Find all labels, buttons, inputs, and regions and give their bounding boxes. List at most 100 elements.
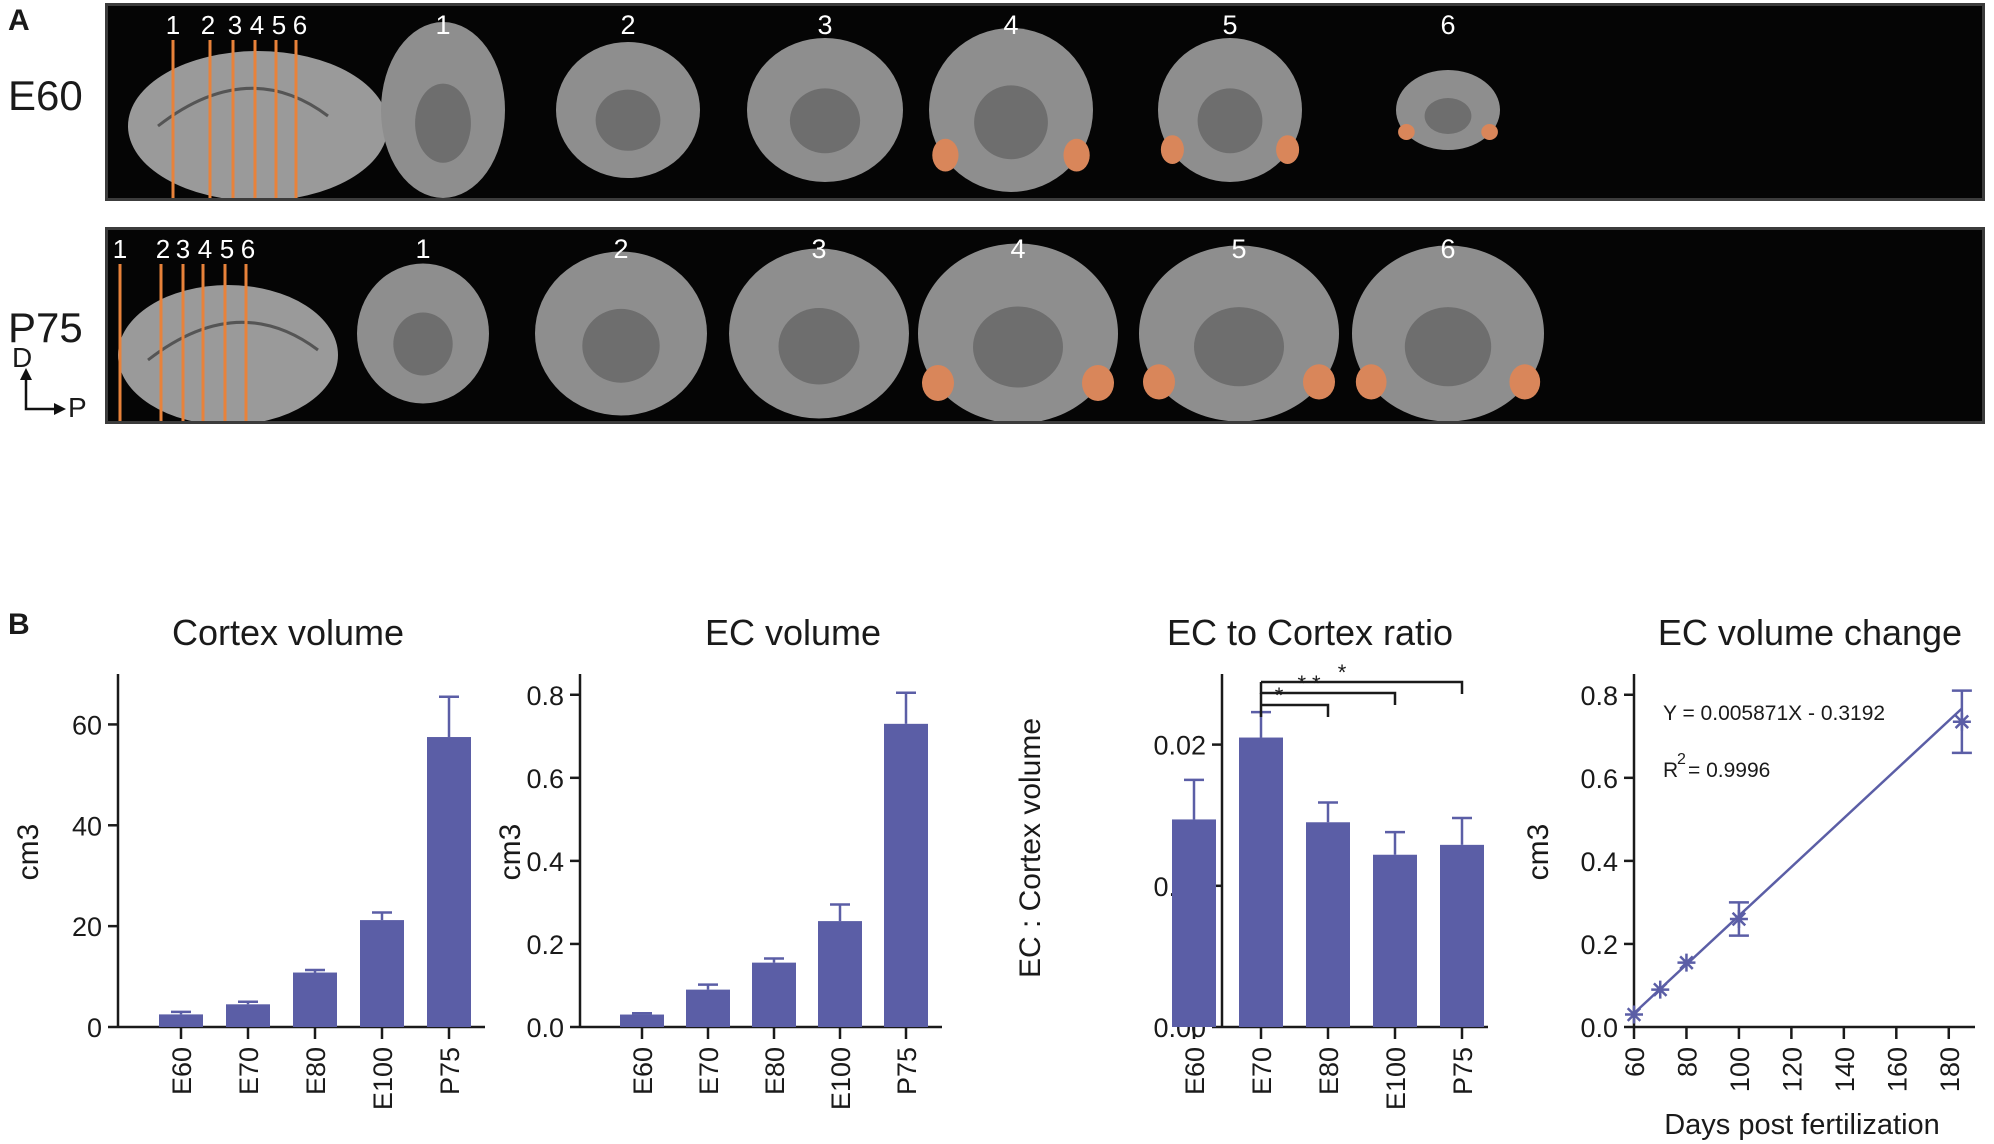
- e60-sagittal-section: [128, 51, 388, 201]
- chart-3-bar-e60: [1172, 819, 1216, 1027]
- e60-sagittal-contour: [157, 86, 329, 128]
- chart-3-bar-e100: [1373, 854, 1417, 1027]
- chart-3-ylabel: EC : Cortex volume: [1014, 718, 1047, 978]
- orientation-arrows-icon: [20, 368, 66, 415]
- p75-section-label-6: 6: [1440, 234, 1455, 264]
- e60-section-core-6: [1424, 98, 1472, 134]
- chart-4-xtick-label-4: 140: [1830, 1047, 1860, 1092]
- chart-4-point-4: [1952, 712, 1971, 731]
- e60-ec-left-4: [932, 138, 959, 172]
- p75-section-label-4: 4: [1010, 234, 1025, 264]
- e60-section-label-6: 6: [1440, 10, 1455, 40]
- chart-1-xtick-label-e60: E60: [167, 1047, 197, 1095]
- chart-2-bar-e70: [686, 989, 730, 1027]
- p75-cut-label-5: 5: [220, 234, 234, 264]
- chart-3-bar-p75: [1440, 844, 1484, 1027]
- chart-1-ytick-label-3: 60: [72, 710, 102, 740]
- chart-3-bar-e70: [1239, 737, 1283, 1027]
- e60-cut-label-6: 6: [293, 10, 307, 40]
- orientation-indicator: D P: [8, 340, 103, 425]
- chart-4-ytick-label-2: 0.4: [1580, 847, 1618, 877]
- p75-sagittal-contour: [147, 320, 319, 362]
- chart-3-xtick-label-e100: E100: [1381, 1047, 1411, 1110]
- chart-4-xtick-label-6: 180: [1935, 1047, 1965, 1092]
- p75-cut-label-4: 4: [198, 234, 212, 264]
- chart-1-bar-e70: [226, 1004, 270, 1027]
- e60-cut-label-4: 4: [250, 10, 264, 40]
- chart-4-point-0: [1625, 1005, 1643, 1024]
- panel-b-letter: B: [8, 608, 30, 641]
- p75-ec-left-6: [1355, 364, 1387, 400]
- chart-3-ytick-label-2: 0.02: [1153, 731, 1206, 761]
- chart-2-title: EC volume: [705, 612, 881, 653]
- chart-4-ytick-label-4: 0.8: [1580, 681, 1618, 711]
- chart-2-bar-e80: [752, 962, 796, 1027]
- chart-4-equation: Y = 0.005871X - 0.3192: [1663, 702, 1885, 725]
- chart-1-xtick-label-p75: P75: [435, 1047, 465, 1095]
- chart-1-ytick-label-1: 20: [72, 912, 102, 942]
- p75-section-core-1: [393, 312, 453, 376]
- chart-2-ytick-label-4: 0.8: [526, 681, 564, 711]
- e60-ec-left-6: [1398, 124, 1415, 140]
- chart-2-ytick-label-0: 0.0: [526, 1013, 564, 1043]
- p75-section-core-3: [778, 308, 860, 385]
- e60-section-core-1: [415, 83, 471, 163]
- chart-3-xtick-label-e60: E60: [1180, 1047, 1210, 1095]
- e60-ec-right-5: [1276, 135, 1300, 165]
- chart-1-xtick-label-e80: E80: [301, 1047, 331, 1095]
- chart-1-xtick-label-e70: E70: [234, 1047, 264, 1095]
- p75-section-label-5: 5: [1231, 234, 1246, 264]
- p75-cut-label-3: 3: [176, 234, 190, 264]
- chart-2-ytick-label-2: 0.4: [526, 847, 564, 877]
- chart-3-sig-bracket-e80: [1261, 703, 1330, 717]
- p75-section-label-2: 2: [613, 234, 628, 264]
- e60-section-label-5: 5: [1222, 10, 1237, 40]
- p75-sagittal-section: [118, 285, 338, 425]
- chart-1-bar-e60: [159, 1014, 203, 1027]
- p75-ec-right-5: [1303, 364, 1335, 400]
- e60-section-label-2: 2: [620, 10, 635, 40]
- e60-cut-label-1: 1: [166, 10, 180, 40]
- p75-cut-label-1: 1: [113, 234, 127, 264]
- chart-2-xtick-label-e70: E70: [694, 1047, 724, 1095]
- chart-1-title: Cortex volume: [172, 612, 404, 653]
- chart-4-ylabel: cm3: [1522, 824, 1555, 881]
- e60-cut-label-3: 3: [228, 10, 242, 40]
- p75-ec-left-4: [922, 365, 954, 401]
- p75-cut-label-6: 6: [241, 234, 255, 264]
- chart-4-xlabel: Days post fertilization: [1664, 1109, 1940, 1141]
- e60-ec-right-4: [1063, 138, 1090, 172]
- chart-2-xtick-label-e60: E60: [628, 1047, 658, 1095]
- e60-section-core-4: [974, 85, 1048, 160]
- p75-section-core-2: [582, 308, 660, 383]
- p75-ec-right-6: [1509, 364, 1541, 400]
- chart-4-point-1: [1651, 980, 1670, 999]
- chart-3-sig-bracket-e100: [1261, 691, 1397, 705]
- chart-1-xtick-label-e100: E100: [368, 1047, 398, 1110]
- chart-4-point-2: [1677, 953, 1696, 972]
- posterior-label: P: [68, 392, 87, 423]
- chart-2-bar-e60: [620, 1014, 664, 1027]
- chart-2-ytick-label-3: 0.6: [526, 764, 564, 794]
- chart-2-xtick-label-e80: E80: [760, 1047, 790, 1095]
- e60-ec-right-6: [1481, 124, 1498, 140]
- chart-1-ylabel: cm3: [12, 824, 45, 881]
- chart-4-title: EC volume change: [1658, 612, 1962, 653]
- p75-section-label-3: 3: [811, 234, 826, 264]
- chart-4-ytick-label-3: 0.6: [1580, 764, 1618, 794]
- chart-2-xtick-label-p75: P75: [892, 1047, 922, 1095]
- e60-section-label-4: 4: [1003, 10, 1018, 40]
- chart-1-ytick-label-2: 40: [72, 811, 102, 841]
- chart-3-xtick-label-e80: E80: [1314, 1047, 1344, 1095]
- e60-cut-label-5: 5: [272, 10, 286, 40]
- chart-2-bar-e100: [818, 921, 862, 1027]
- chart-3-sig-label-e100: **: [1297, 671, 1326, 696]
- chart-4-ytick-label-0: 0.0: [1580, 1013, 1618, 1043]
- chart-3-xtick-label-e70: E70: [1247, 1047, 1277, 1095]
- chart-1-ytick-label-0: 0: [87, 1013, 102, 1043]
